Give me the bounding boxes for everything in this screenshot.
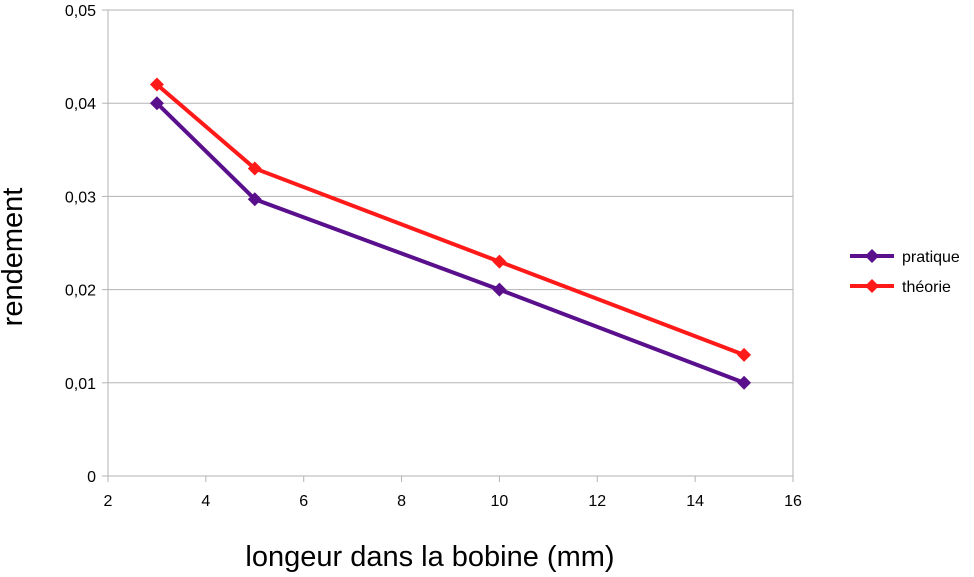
x-tick-label: 4 xyxy=(201,493,210,510)
x-axis-ticks: 2 4 6 8 10 12 14 16 xyxy=(104,476,802,510)
data-point-marker xyxy=(149,96,164,111)
series-layer xyxy=(149,77,752,390)
x-axis-title: longeur dans la bobine (mm) xyxy=(245,541,614,573)
x-tick-label: 10 xyxy=(491,493,509,510)
x-tick-label: 14 xyxy=(686,493,704,510)
series-0 xyxy=(149,96,752,390)
y-tick-label: 0,01 xyxy=(65,376,96,393)
y-tick-label: 0,03 xyxy=(65,189,96,206)
data-point-marker xyxy=(247,161,262,176)
y-tick-label: 0,04 xyxy=(65,96,96,113)
x-tick-label: 2 xyxy=(104,493,113,510)
legend-item: théorie xyxy=(850,279,951,296)
legend-marker xyxy=(865,249,879,263)
y-tick-label: 0,05 xyxy=(65,3,96,20)
data-point-marker xyxy=(149,77,164,92)
y-axis-title: rendement xyxy=(0,188,29,327)
legend-label: théorie xyxy=(902,279,951,296)
data-point-marker xyxy=(247,192,262,207)
y-axis-ticks: 0 0,01 0,02 0,03 0,04 0,05 xyxy=(65,3,108,486)
data-point-marker xyxy=(492,282,507,297)
series-line xyxy=(155,101,745,385)
x-tick-label: 8 xyxy=(397,493,406,510)
x-tick-label: 16 xyxy=(784,493,802,510)
x-tick-label: 12 xyxy=(588,493,606,510)
legend-item: pratique xyxy=(850,249,960,266)
data-point-marker xyxy=(737,375,752,390)
y-tick-label: 0 xyxy=(87,469,96,486)
series-1 xyxy=(149,77,752,362)
series-line xyxy=(155,83,745,357)
legend-marker xyxy=(865,279,879,293)
legend: pratique théorie xyxy=(850,249,960,296)
data-point-marker xyxy=(492,254,507,269)
plot-area-frame xyxy=(107,9,794,477)
data-point-marker xyxy=(737,347,752,362)
legend-label: pratique xyxy=(902,249,960,266)
y-tick-label: 0,02 xyxy=(65,283,96,300)
x-tick-label: 6 xyxy=(299,493,308,510)
